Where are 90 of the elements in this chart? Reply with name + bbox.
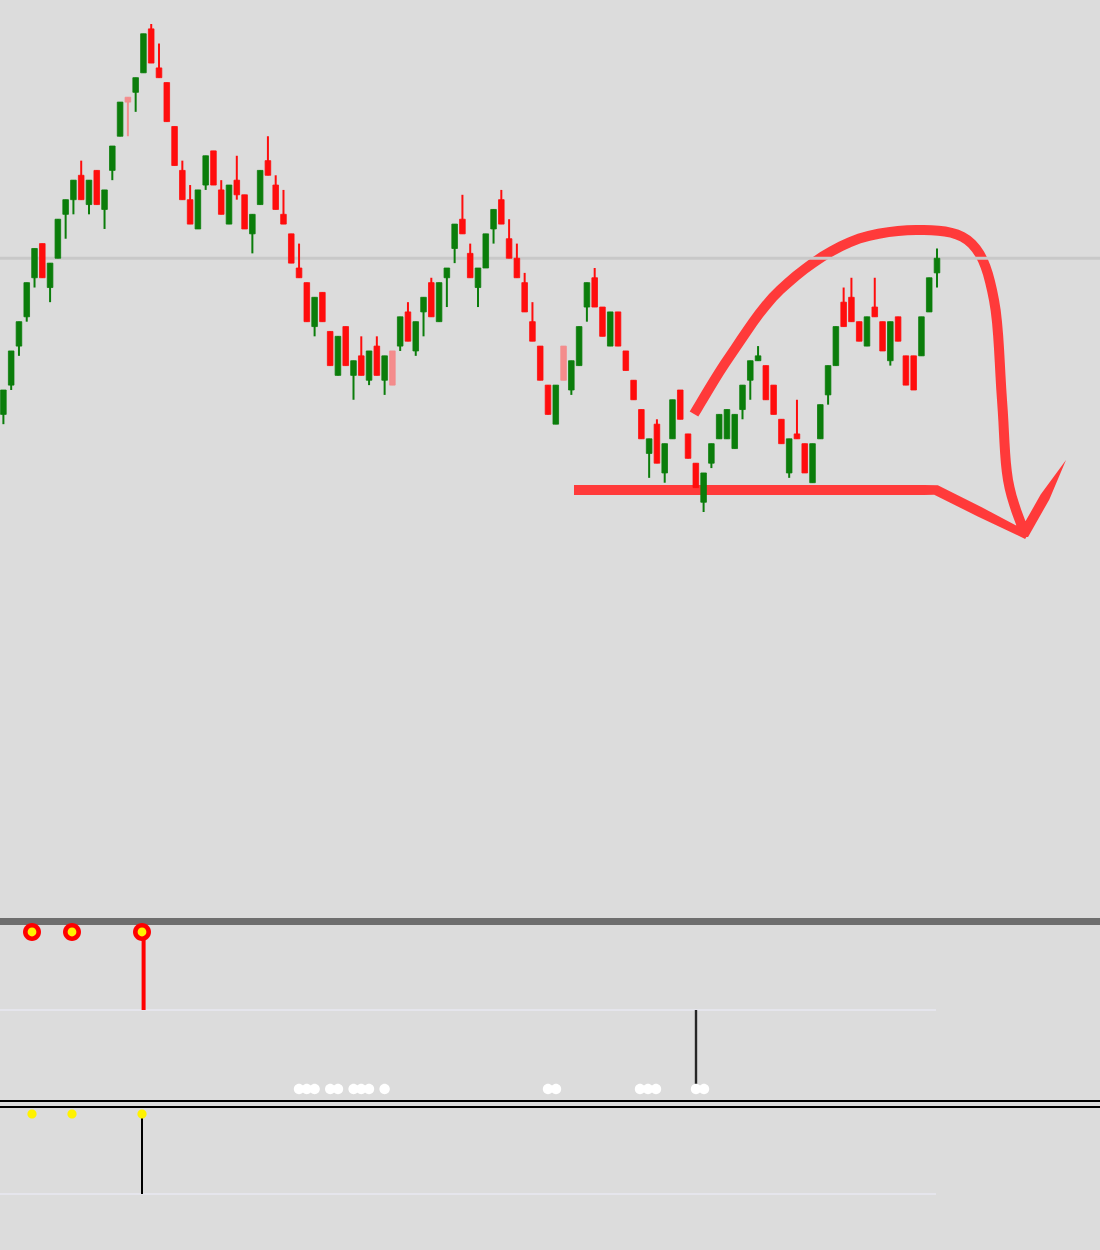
candlestick (459, 193, 466, 235)
candlestick (490, 208, 497, 245)
candlestick (326, 330, 334, 367)
candlestick (163, 81, 170, 123)
candlestick (303, 281, 311, 323)
candlestick (910, 354, 917, 392)
candlestick (622, 349, 629, 372)
candlestick (513, 242, 521, 279)
candlestick (583, 281, 591, 323)
candlestick (653, 418, 661, 465)
candlestick (840, 286, 847, 328)
candlestick (93, 169, 100, 206)
candlestick (249, 213, 256, 255)
candlestick (700, 471, 707, 514)
candlestick (607, 310, 614, 348)
candlestick (428, 276, 435, 318)
candlestick (887, 320, 894, 367)
candlestick (412, 320, 419, 357)
candlestick (521, 271, 528, 313)
candlestick (31, 247, 38, 289)
candlestick (544, 384, 552, 416)
candlestick (85, 179, 93, 216)
candlestick (863, 315, 871, 348)
candlestick (715, 413, 723, 440)
candlestick (638, 408, 645, 440)
candlestick (778, 418, 785, 445)
candlestick (381, 354, 388, 396)
candlestick (39, 242, 46, 279)
candlestick (194, 188, 202, 230)
candlestick (708, 442, 715, 470)
candlestick (793, 398, 801, 440)
candlestick (109, 145, 116, 182)
candlestick (645, 437, 653, 479)
candlestick (739, 384, 746, 421)
candlestick (894, 315, 902, 343)
candlestick (132, 76, 139, 113)
candlestick (280, 188, 287, 226)
candlestick (319, 291, 326, 323)
candlestick (101, 188, 108, 230)
candlestick (54, 218, 62, 260)
candlestick (552, 384, 559, 426)
candlestick (731, 413, 738, 450)
candlestick (871, 276, 878, 318)
candlestick (396, 315, 404, 352)
candlestick (435, 281, 443, 323)
candlestick (451, 223, 458, 265)
candlestick (256, 169, 264, 206)
candlestick (389, 350, 396, 386)
candlestick (614, 310, 622, 348)
candlestick (684, 432, 692, 460)
candlestick (342, 325, 349, 367)
candlestick (918, 315, 925, 357)
candlestick (116, 101, 124, 138)
candlestick (171, 125, 178, 167)
candlestick (350, 359, 357, 401)
candlestick (692, 462, 700, 489)
candlestick (334, 335, 342, 377)
candlestick (202, 154, 209, 191)
candlestick (560, 345, 567, 382)
candlestick (288, 232, 295, 265)
candlestick (140, 32, 147, 74)
candlestick (677, 389, 684, 421)
candlestick (630, 379, 637, 401)
candlestick (358, 335, 365, 377)
candlestick (785, 437, 793, 479)
candlestick (272, 174, 279, 211)
candlestick (817, 403, 824, 440)
candlestick (225, 184, 233, 226)
candlestick (537, 345, 544, 382)
candlestick (124, 96, 132, 138)
candlestick (264, 135, 272, 177)
candlestick (373, 335, 381, 377)
candlestick (420, 296, 427, 338)
candlestick (210, 149, 217, 187)
candlestick (879, 320, 886, 352)
candlestick (365, 349, 373, 387)
candlestick (78, 159, 85, 201)
candlestick (148, 23, 155, 65)
candlestick (46, 262, 54, 304)
candlestick (661, 442, 668, 484)
candlestick (801, 442, 808, 474)
candlestick (467, 242, 474, 279)
candlestick (669, 398, 676, 440)
candlestick (809, 442, 816, 484)
candlestick (0, 389, 7, 426)
candlestick (23, 281, 30, 323)
candlestick (404, 301, 412, 343)
candlestick (70, 179, 77, 216)
candlestick (311, 296, 318, 338)
candlestick (902, 354, 910, 387)
